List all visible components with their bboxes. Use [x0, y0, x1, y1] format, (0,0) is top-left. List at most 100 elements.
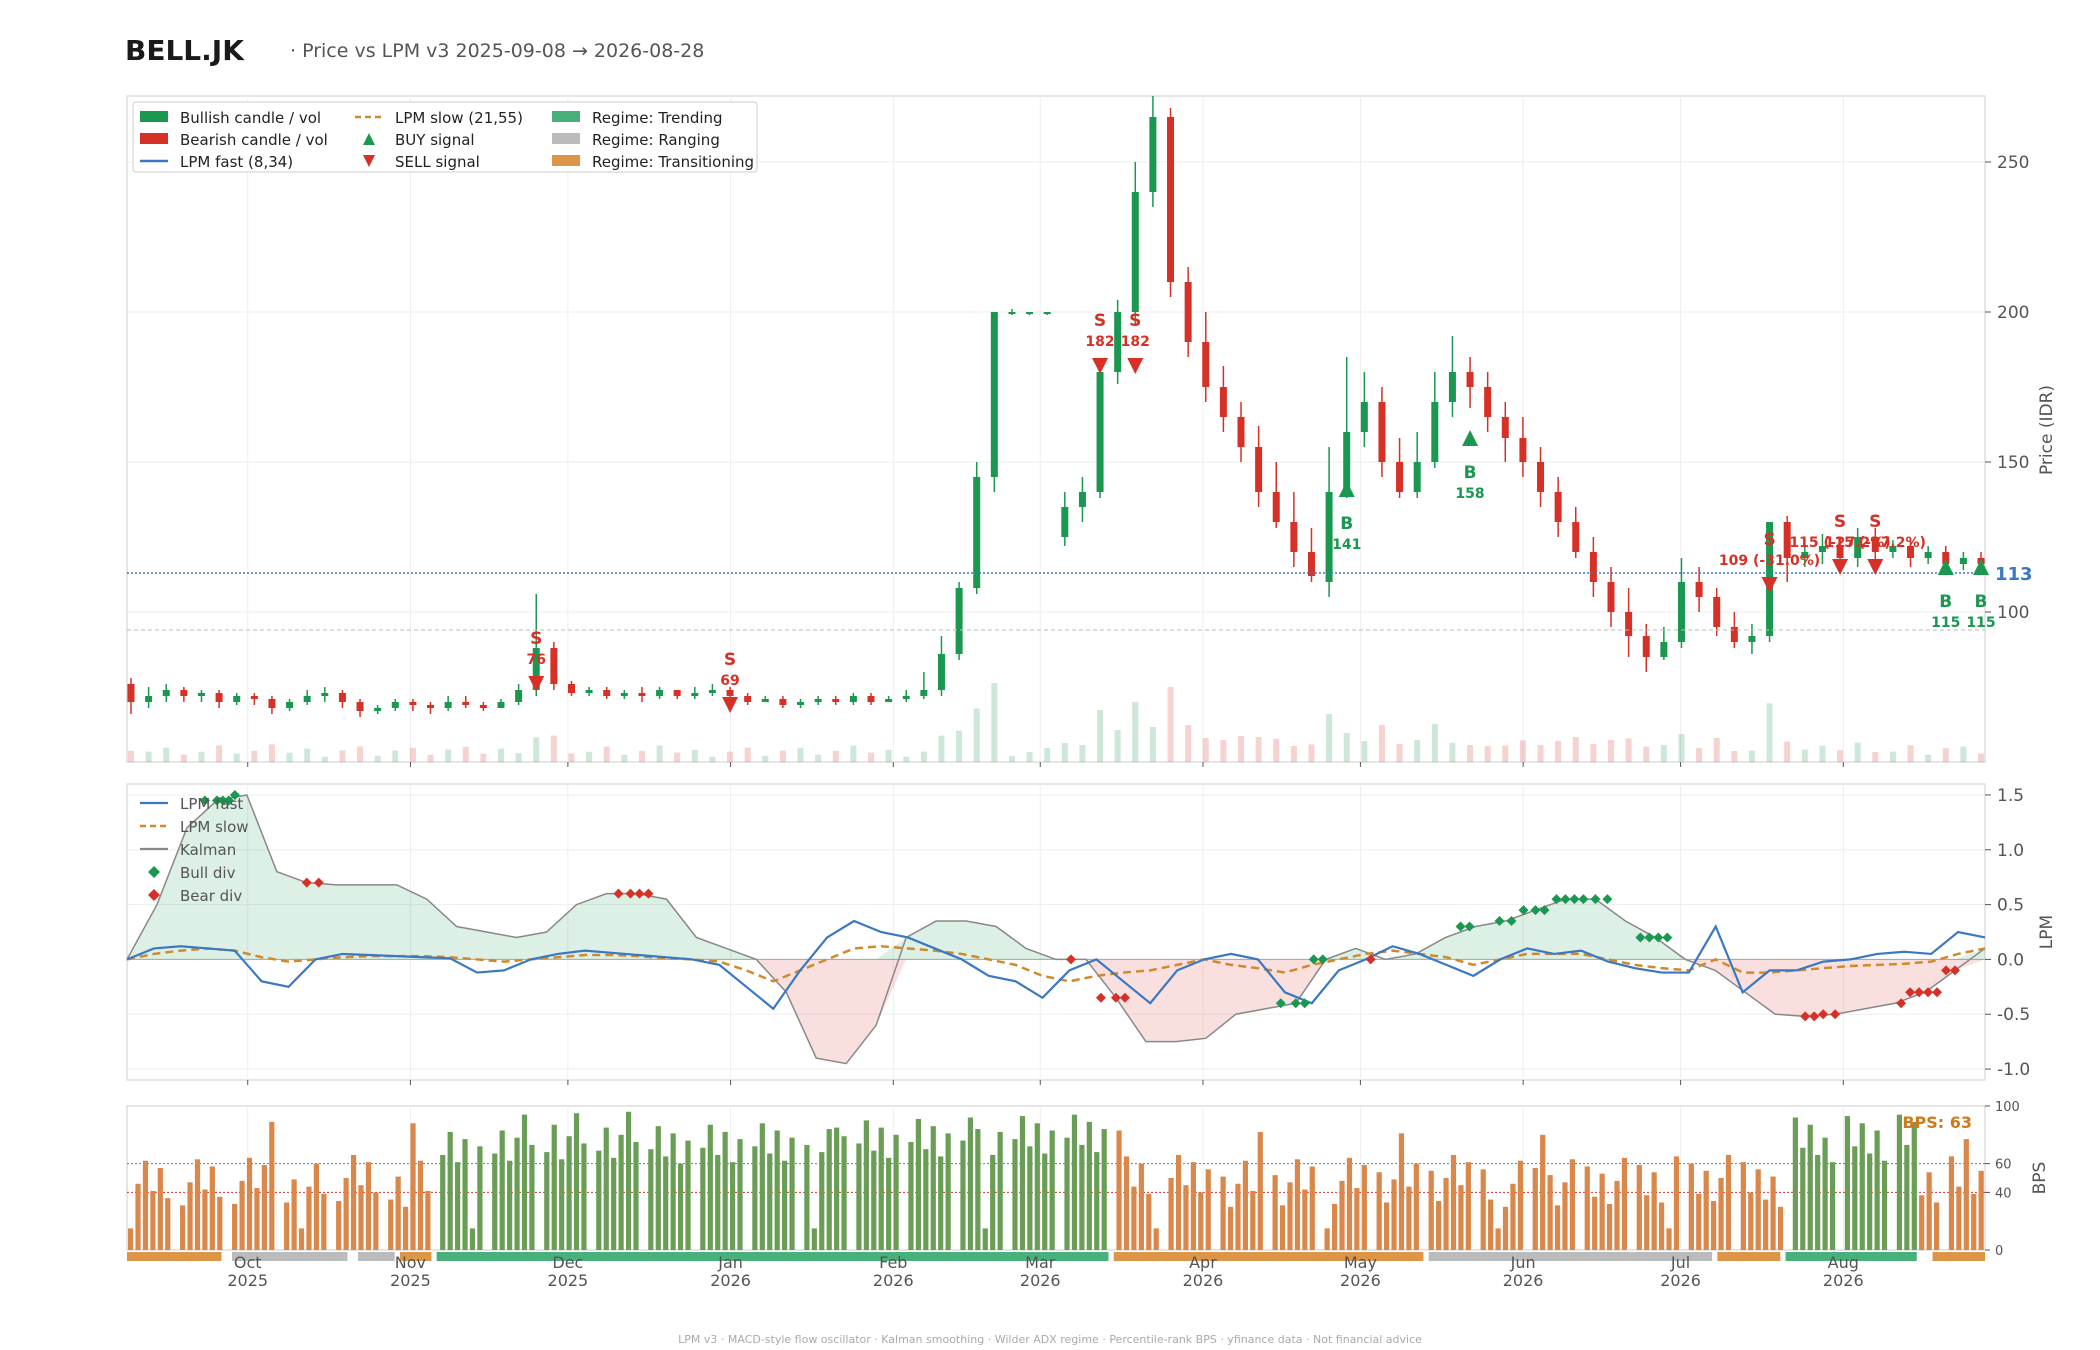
bps-bar — [469, 1228, 476, 1250]
bps-bar — [1183, 1185, 1189, 1250]
candle-body — [1255, 447, 1263, 492]
sell-signal-price: 182 — [1085, 334, 1114, 350]
lpm-legend-label: Bear div — [180, 887, 242, 905]
bps-bar — [1822, 1137, 1828, 1250]
bps-bar — [1666, 1228, 1672, 1250]
volume-bar — [251, 750, 258, 762]
bps-bar — [1086, 1121, 1092, 1250]
bull-div-marker — [1653, 932, 1664, 943]
regime-band-transitioning — [1932, 1252, 1985, 1261]
bps-bar — [1458, 1185, 1464, 1250]
bps-bar — [700, 1147, 706, 1250]
regime-band-ranging — [357, 1252, 395, 1261]
bps-bar — [425, 1190, 431, 1250]
bear-div-marker — [643, 888, 654, 899]
volume-bar — [1678, 734, 1685, 762]
bps-bar — [232, 1203, 238, 1250]
candle-body — [1924, 552, 1932, 558]
candle-body — [127, 684, 135, 702]
x-tick-month: Apr — [1189, 1253, 1217, 1272]
candle-body — [1149, 117, 1157, 192]
bps-bar — [150, 1190, 156, 1250]
candle-body — [1290, 522, 1298, 552]
bps-bar — [1904, 1144, 1910, 1250]
volume-bar — [392, 750, 399, 762]
bps-bar — [128, 1228, 134, 1250]
bps-bar — [313, 1163, 320, 1250]
bps-bar — [402, 1206, 409, 1250]
volume-bar — [1660, 745, 1667, 762]
candle-body — [849, 696, 857, 702]
volume-bar — [1837, 750, 1844, 762]
x-tick-month: Aug — [1828, 1253, 1859, 1272]
bull-div-marker — [211, 795, 222, 806]
candle-body — [356, 702, 364, 711]
candle-body — [444, 702, 452, 708]
bear-div-marker — [1941, 965, 1952, 976]
lpm-legend-label: Bull div — [180, 864, 236, 882]
regime-band-ranging — [1428, 1252, 1713, 1261]
bps-bar — [1673, 1156, 1680, 1250]
bps-bar — [715, 1154, 721, 1250]
volume-bar — [321, 756, 328, 762]
bps-bar — [908, 1142, 914, 1250]
volume-bar — [1132, 702, 1139, 762]
candle-body — [620, 693, 628, 696]
candle-body — [567, 684, 575, 693]
bps-bar — [1807, 1124, 1813, 1250]
price-ytick-label: 250 — [1997, 153, 2029, 173]
volume-bar — [268, 744, 275, 762]
candle-body — [1307, 552, 1315, 576]
candle-body — [427, 705, 435, 708]
buy-signal-marker — [1462, 430, 1479, 446]
candle-body — [1413, 462, 1421, 492]
candle-body — [1448, 372, 1456, 402]
candle-body — [867, 696, 875, 702]
sell-signal-label: S — [1763, 530, 1775, 550]
volume-bar — [1149, 727, 1156, 762]
bull-div-marker — [1299, 998, 1310, 1009]
bps-bar — [1146, 1193, 1152, 1250]
candle-body — [1677, 582, 1685, 642]
bps-bar — [1302, 1189, 1308, 1250]
legend-label: Regime: Ranging — [592, 131, 720, 149]
volume-bar — [339, 750, 346, 762]
x-tick-year: 2025 — [548, 1271, 589, 1290]
bps-bar — [135, 1183, 141, 1250]
bps-bar — [670, 1133, 676, 1250]
bps-bar — [982, 1228, 988, 1250]
volume-bar — [1555, 741, 1562, 762]
bear-div-marker — [613, 888, 624, 899]
bps-bar — [1926, 1172, 1932, 1250]
x-tick-year: 2026 — [1020, 1271, 1061, 1290]
bps-bar — [1257, 1131, 1263, 1250]
bull-div-marker — [1602, 894, 1613, 905]
volume-bar — [991, 683, 998, 762]
volume-bar — [1255, 737, 1262, 762]
volume-bar — [1572, 737, 1579, 762]
candle-body — [885, 699, 893, 702]
bps-bar — [1718, 1178, 1724, 1250]
sell-signal-label: S — [1869, 512, 1881, 532]
volume-bar — [1414, 740, 1421, 762]
candle-body — [268, 699, 276, 708]
bps-bar — [261, 1165, 267, 1250]
candle-body — [902, 696, 910, 699]
bps-bar — [566, 1136, 572, 1250]
bps-bar — [1532, 1167, 1538, 1250]
bps-bar — [1919, 1195, 1925, 1250]
bps-bar — [1703, 1170, 1709, 1250]
bps-bar — [1711, 1201, 1717, 1250]
volume-bar — [621, 754, 628, 762]
kalman-positive-fill — [127, 794, 1985, 960]
bps-bar — [1227, 1206, 1234, 1250]
volume-bar — [374, 755, 381, 762]
bear-div-marker — [1809, 1011, 1820, 1022]
volume-bar — [938, 735, 945, 762]
candle-body — [479, 705, 487, 708]
lpm-ytick-label: 1.5 — [1997, 786, 2024, 806]
bps-bar — [1138, 1163, 1144, 1250]
bps-bar — [1398, 1133, 1405, 1250]
candle-body — [550, 648, 558, 684]
bps-bar — [291, 1179, 297, 1250]
